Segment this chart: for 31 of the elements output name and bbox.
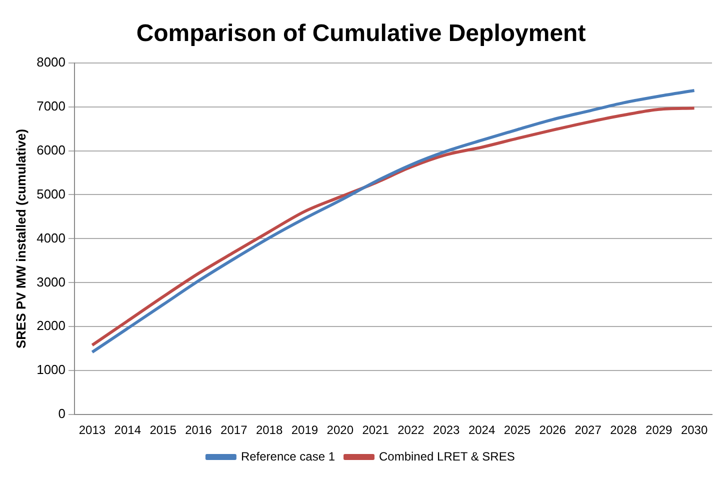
y-tick-label: 0 (58, 406, 66, 422)
y-axis-title: SRES PV MW installed (cumulative) (13, 128, 28, 349)
x-tick-label: 2025 (504, 423, 531, 438)
x-tick-label: 2029 (646, 423, 673, 438)
legend-label: Reference case 1 (240, 449, 336, 464)
x-tick-label: 2021 (362, 423, 390, 438)
x-tick-label: 2023 (433, 423, 460, 438)
x-tick-label: 2020 (326, 423, 354, 438)
x-tick-label: 2017 (220, 423, 248, 438)
x-tick-label: 2019 (291, 423, 318, 438)
x-tick-label: 2030 (680, 423, 708, 438)
x-tick-label: 2014 (114, 423, 142, 438)
legend-label: Combined LRET & SRES (379, 449, 515, 464)
x-tick-label: 2018 (256, 423, 283, 438)
y-tick-label: 2000 (36, 318, 66, 334)
y-tick-label: 1000 (36, 362, 66, 378)
y-tick-label: 6000 (36, 142, 66, 158)
chart-title: Comparison of Cumulative Deployment (136, 20, 586, 48)
x-tick-label: 2027 (574, 423, 602, 438)
y-tick-label: 3000 (36, 274, 66, 290)
x-tick-label: 2016 (185, 423, 212, 438)
y-tick-label: 5000 (36, 186, 66, 202)
x-tick-label: 2026 (539, 423, 566, 438)
y-tick-label: 4000 (36, 230, 66, 246)
x-tick-label: 2013 (78, 423, 106, 438)
x-tick-label: 2028 (610, 423, 638, 438)
x-tick-label: 2015 (150, 423, 177, 438)
x-tick-label: 2024 (468, 423, 496, 438)
y-tick-label: 7000 (36, 98, 66, 114)
y-tick-label: 8000 (36, 54, 66, 70)
x-tick-label: 2022 (398, 423, 425, 438)
